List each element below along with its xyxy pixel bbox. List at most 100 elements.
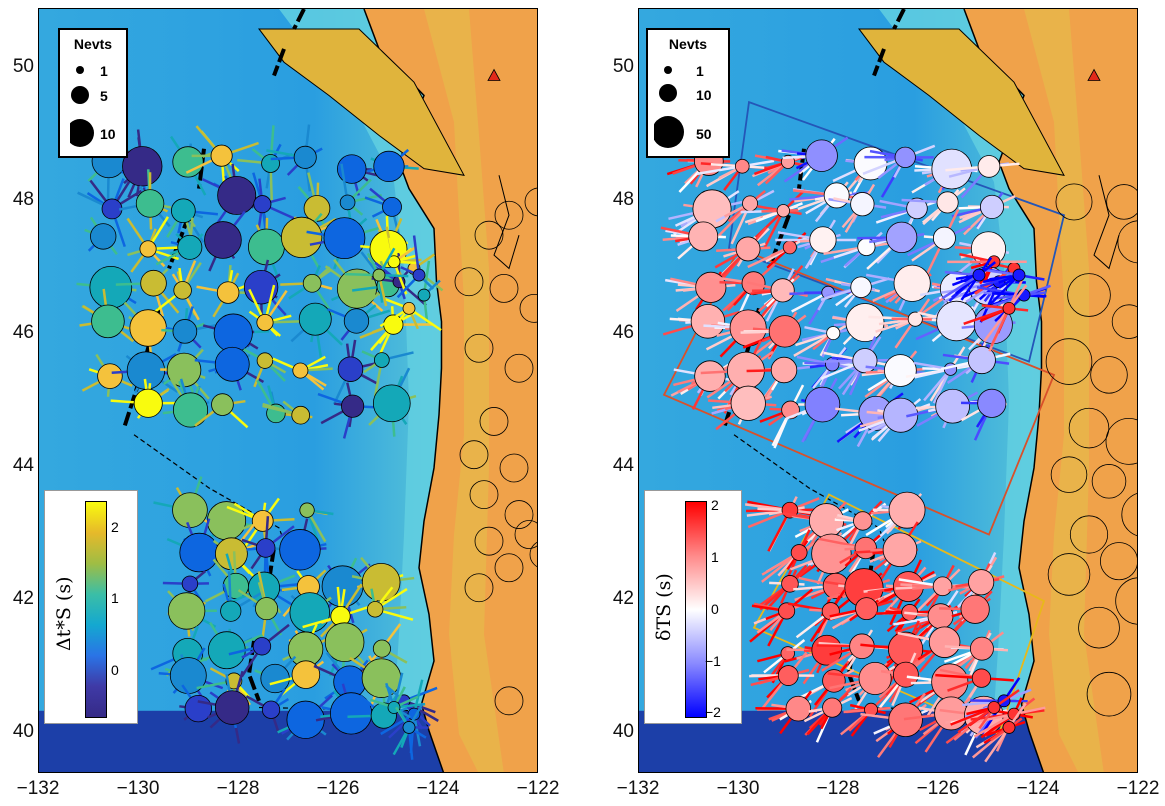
station-circle — [372, 268, 386, 282]
station-circle — [299, 502, 315, 518]
station-circle — [170, 198, 196, 224]
onshore-station — [1099, 542, 1137, 581]
onshore-station — [1106, 184, 1137, 220]
station-circle — [735, 236, 761, 262]
puget-sound — [1093, 175, 1120, 270]
station-circle — [140, 269, 167, 297]
ridge-segment — [872, 48, 886, 77]
station-circle — [139, 240, 157, 258]
station-circle — [695, 271, 727, 303]
legend-circle-large — [652, 116, 684, 148]
station-circle — [804, 386, 841, 423]
station-circle — [211, 393, 234, 416]
onshore-station — [514, 520, 537, 549]
ray-segment — [763, 210, 785, 249]
legend-label-1: 1 — [696, 63, 704, 79]
station-circle — [402, 301, 416, 315]
station-circle — [281, 216, 323, 259]
y-tick-label: 46 — [612, 321, 634, 343]
station-circle — [172, 392, 209, 428]
station-circle — [417, 288, 431, 302]
station-circle — [256, 313, 274, 332]
station-circle — [776, 204, 790, 218]
ray-segment — [983, 307, 1010, 343]
continental-shelf — [879, 9, 1044, 711]
volcano-marker — [487, 68, 501, 81]
ray-segment — [696, 165, 743, 176]
station-circle — [204, 221, 242, 259]
onshore-station — [1050, 456, 1088, 493]
station-circle — [853, 511, 873, 531]
x-tick-label: −132 — [16, 778, 60, 799]
station-circle — [778, 602, 796, 620]
station-circle — [690, 304, 726, 339]
station-circle — [213, 313, 253, 353]
ray-segment — [984, 726, 1011, 763]
right-cbar-tick-1: 1 — [711, 549, 719, 565]
station-circle — [928, 626, 961, 658]
onshore-station — [494, 553, 524, 583]
station-circle — [323, 217, 366, 260]
y-tick-label: 40 — [12, 721, 34, 743]
coastal-lowlands — [1024, 9, 1104, 772]
ray-segment — [408, 307, 442, 332]
station-circle — [822, 697, 843, 718]
right-cbar-tick-0: 0 — [711, 601, 719, 617]
x-tick-label: −130 — [116, 778, 160, 799]
x-tick-label: −122 — [1116, 778, 1160, 799]
legend-circle-small — [664, 66, 672, 74]
x-tick-label: −132 — [616, 778, 660, 799]
station-circle — [858, 662, 892, 695]
y-tick-label: 42 — [12, 588, 34, 610]
station-circle — [977, 388, 1007, 418]
x-tick-label: −124 — [416, 778, 460, 799]
station-circle — [960, 594, 990, 624]
station-circle — [373, 352, 390, 368]
station-circle — [850, 192, 875, 217]
onshore-station — [504, 353, 534, 383]
station-circle — [181, 575, 199, 593]
station-circle — [214, 346, 250, 382]
station-circle — [734, 158, 750, 174]
y-tick-label: 46 — [12, 321, 34, 343]
station-circle — [742, 195, 759, 212]
station-circle — [255, 538, 276, 558]
onshore-station — [489, 273, 519, 303]
x-tick-label: −124 — [1016, 778, 1060, 799]
station-circle — [173, 281, 192, 300]
onshore-station — [1068, 407, 1110, 449]
y-tick-label: 48 — [12, 188, 34, 210]
station-circle — [372, 384, 411, 423]
station-circle — [972, 268, 986, 282]
legend-circles — [652, 66, 684, 148]
station-circle — [261, 154, 280, 173]
legend-circle-medium — [71, 86, 89, 104]
station-circle — [91, 304, 125, 339]
ray-segment — [751, 209, 785, 242]
station-circle — [291, 660, 321, 689]
station-circle — [854, 536, 877, 560]
station-circle — [781, 575, 799, 593]
right-map-panel: Nevts 1 10 50 2 1 0 −1 −2 δTS (s) 40 42 44… — [600, 0, 1159, 806]
station-circle — [324, 622, 365, 662]
ray-segment — [990, 307, 1011, 347]
ray-segment — [950, 706, 995, 726]
station-circle — [967, 346, 996, 375]
station-circle — [216, 281, 240, 304]
left-size-legend: Nevts 1 5 10 — [58, 28, 128, 158]
legend-label-10: 10 — [696, 87, 712, 103]
station-circle — [782, 240, 797, 255]
station-circle — [341, 394, 365, 418]
right-colorbar — [685, 501, 707, 718]
station-circle — [372, 639, 391, 658]
coastal-lowlands — [424, 9, 504, 772]
right-cbar-tick-m2: −2 — [705, 704, 721, 720]
continental-shelf — [279, 9, 444, 711]
station-circle — [260, 663, 290, 694]
legend-circle-medium — [659, 84, 677, 102]
station-circle — [361, 562, 401, 602]
station-circle — [888, 491, 926, 529]
station-circle — [248, 228, 285, 266]
station-circle — [339, 194, 356, 211]
legend-circle-small — [76, 66, 84, 74]
